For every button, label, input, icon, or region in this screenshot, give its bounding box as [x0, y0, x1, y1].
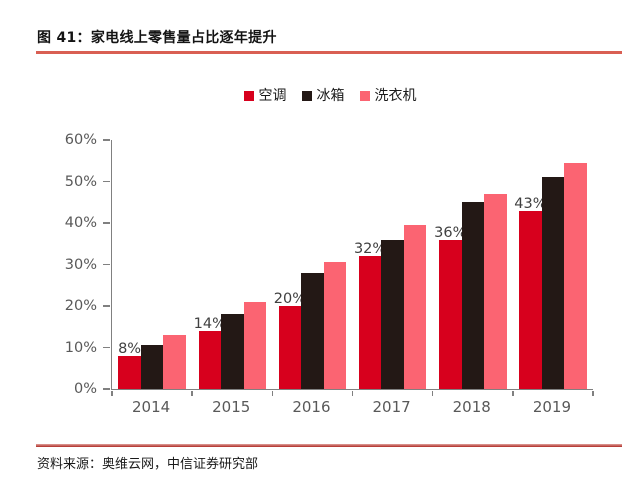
x-tick-label: 2015 — [212, 398, 251, 416]
legend-item-air-conditioner: 空调 — [243, 85, 287, 105]
chart-legend: 空调 冰箱 洗衣机 — [40, 86, 620, 104]
y-tick-mark — [103, 346, 110, 349]
source-note: 资料来源：奥维云网，中信证券研究部 — [37, 457, 259, 472]
x-tick-label: 2017 — [372, 398, 411, 416]
legend-label-refrigerator: 冰箱 — [316, 88, 345, 104]
y-tick-label: 30% — [64, 256, 97, 273]
legend-item-washing-machine: 洗衣机 — [359, 85, 417, 105]
legend-label-air-conditioner: 空调 — [258, 88, 287, 104]
legend-item-refrigerator: 冰箱 — [301, 85, 345, 105]
x-tick-mark — [592, 391, 594, 396]
y-tick-mark — [103, 388, 110, 390]
x-tick-mark — [351, 391, 354, 396]
bar-washing-machine-2019 — [564, 162, 587, 389]
bar-refrigerator-2019 — [541, 177, 565, 389]
bar-value-label: 14% — [193, 315, 226, 332]
y-tick-label: 50% — [64, 173, 97, 190]
footer-divider — [36, 444, 622, 447]
x-tick-label: 2016 — [292, 398, 331, 416]
y-tick-mark — [103, 305, 110, 307]
bar-refrigerator-2017 — [381, 239, 404, 389]
y-tick-label: 10% — [64, 339, 97, 356]
title-divider — [36, 51, 622, 54]
x-tick-mark — [431, 391, 434, 396]
plot-area: 8% 14% 20% 32% 36% 43% — [103, 139, 594, 396]
y-tick-label: 0% — [73, 381, 97, 397]
y-tick-label: 20% — [64, 298, 97, 314]
bar-refrigerator-2016 — [301, 272, 324, 389]
bar-air-conditioner-2015 — [198, 330, 221, 389]
bar-washing-machine-2014 — [163, 335, 186, 389]
bar-refrigerator-2015 — [221, 314, 244, 389]
y-axis: 0% 10% 20% 30% 40% 50% 60% — [0, 132, 97, 397]
x-tick-label: 2014 — [131, 398, 171, 416]
bar-value-label: 43% — [514, 195, 547, 212]
y-tick-mark — [103, 180, 110, 183]
x-tick-mark — [271, 391, 274, 396]
bar-refrigerator-2014 — [140, 345, 164, 389]
y-tick-mark — [103, 139, 110, 141]
bar-value-label: 32% — [353, 241, 387, 258]
y-tick-mark — [103, 263, 110, 266]
x-tick-mark — [191, 391, 193, 396]
x-tick-mark — [512, 391, 514, 396]
bar-value-label: 20% — [273, 291, 307, 307]
bar-air-conditioner-2019 — [519, 210, 542, 389]
legend-swatch-washing-machine — [359, 90, 370, 101]
bar-washing-machine-2017 — [403, 225, 427, 389]
y-tick-label: 40% — [64, 215, 97, 231]
bar-air-conditioner-2016 — [278, 306, 302, 389]
figure-title: 图 41：家电线上零售量占比逐年提升 — [37, 30, 277, 46]
x-tick-label: 2019 — [532, 398, 571, 416]
x-tick-label: 2018 — [452, 398, 491, 416]
bar-air-conditioner-2014 — [118, 355, 141, 389]
bar-washing-machine-2016 — [323, 262, 347, 389]
legend-swatch-refrigerator — [301, 90, 312, 101]
bar-washing-machine-2018 — [484, 193, 507, 389]
bar-value-label: 36% — [434, 224, 467, 241]
bar-refrigerator-2018 — [461, 202, 484, 389]
bar-washing-machine-2015 — [243, 301, 266, 389]
bar-air-conditioner-2018 — [439, 239, 462, 389]
x-tick-mark — [111, 391, 113, 396]
legend-swatch-air-conditioner — [243, 90, 254, 101]
legend-label-washing-machine: 洗衣机 — [374, 88, 417, 104]
bar-value-label: 8% — [118, 340, 142, 357]
x-axis: 2014 2015 2016 2017 2018 2019 — [111, 398, 592, 418]
y-tick-mark — [103, 222, 110, 224]
bar-air-conditioner-2017 — [358, 256, 382, 389]
y-tick-label: 60% — [64, 132, 97, 148]
